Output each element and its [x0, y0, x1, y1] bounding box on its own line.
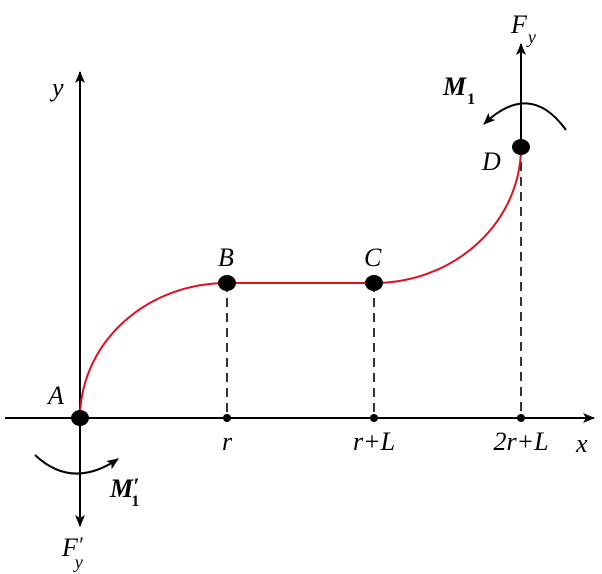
point-c	[365, 275, 383, 291]
point-d	[512, 139, 530, 155]
label-a: A	[46, 381, 64, 410]
y-axis-label: y	[49, 73, 64, 102]
tick-2r-plus-l	[517, 414, 525, 422]
tick-r	[223, 414, 231, 422]
x-axis-label: x	[575, 429, 588, 458]
point-a	[71, 410, 89, 426]
label-c: C	[364, 243, 382, 272]
label-d: D	[481, 147, 501, 176]
moment-arrow-top	[483, 102, 567, 131]
bottom-moment-label: M′ 1	[109, 473, 139, 510]
deflection-curve	[79, 146, 522, 419]
top-force-label: Fy	[510, 10, 536, 47]
tick-label-2r-plus-l: 2r+L	[493, 427, 548, 456]
tick-label-r: r	[222, 427, 233, 456]
tick-r-plus-l	[370, 414, 378, 422]
top-moment-label: M1	[442, 72, 475, 108]
tick-label-r-plus-l: r+L	[353, 427, 395, 456]
bottom-force-label: F′ y	[61, 532, 84, 572]
moment-arrow-bottom	[34, 454, 119, 475]
label-b: B	[218, 243, 234, 272]
point-b	[218, 275, 236, 291]
